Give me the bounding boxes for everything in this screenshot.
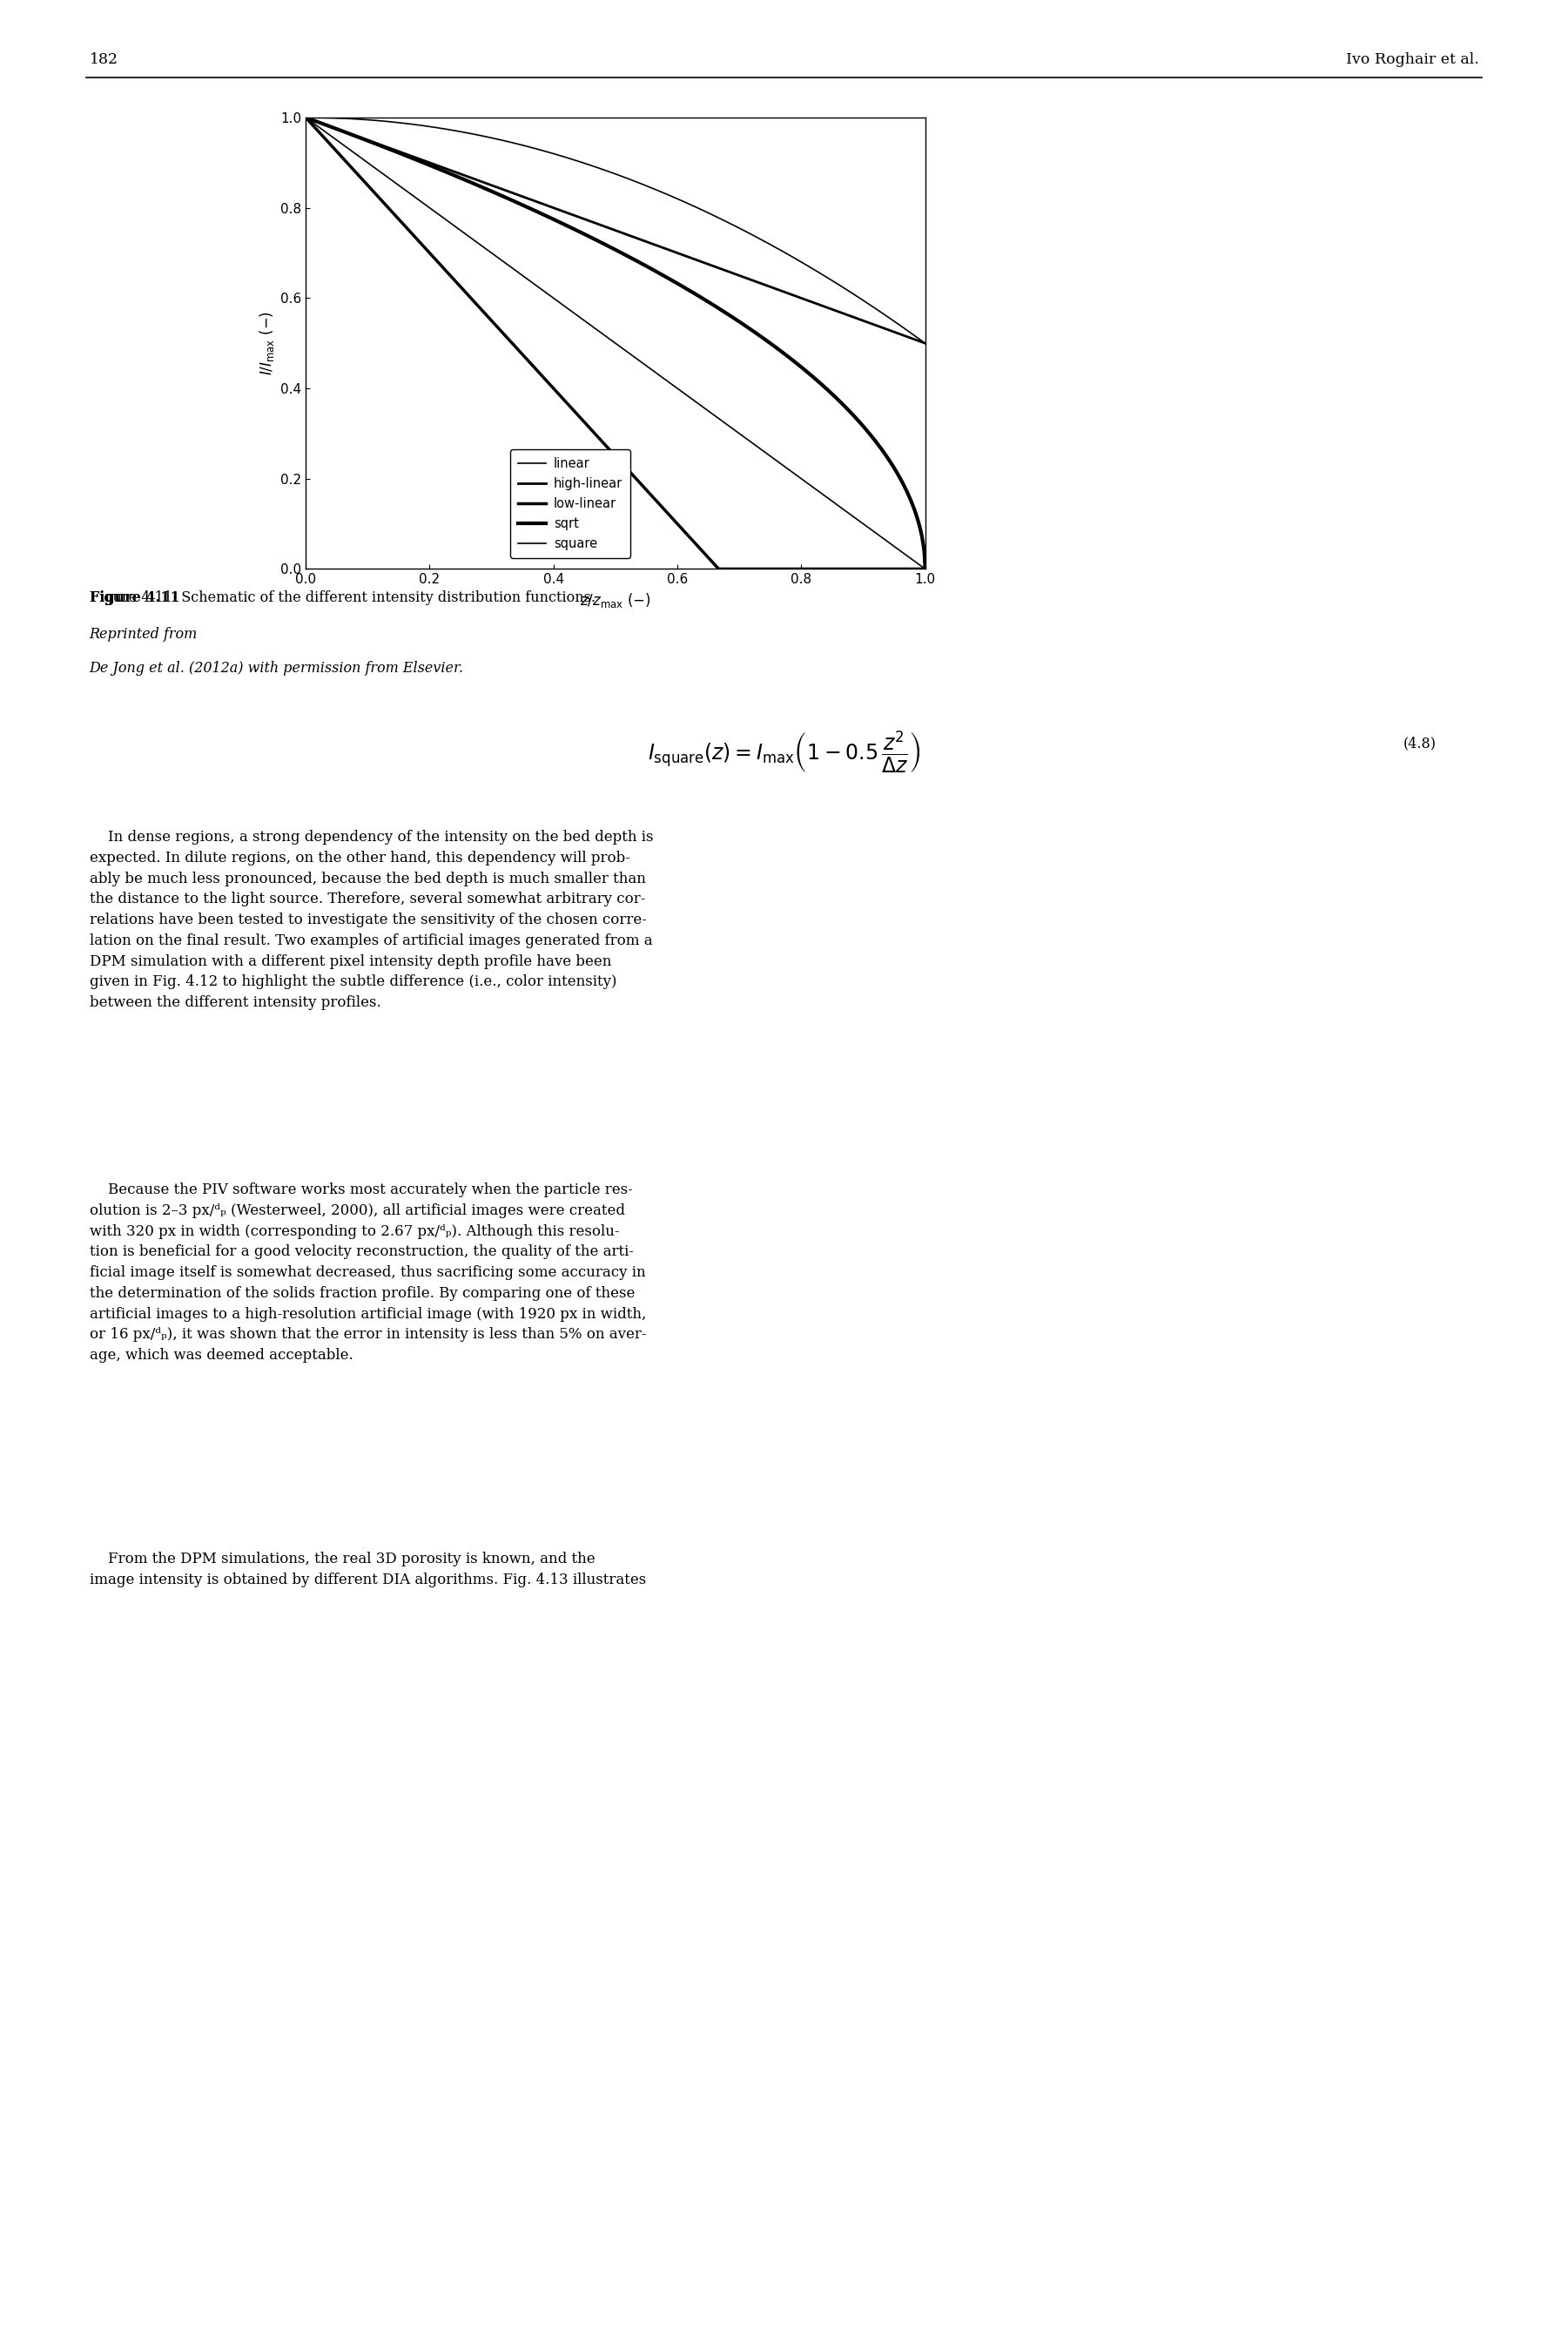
Text: (4.8): (4.8): [1403, 736, 1436, 750]
Text: Figure 4.11  Schematic of the different intensity distribution functions.: Figure 4.11 Schematic of the different i…: [89, 590, 599, 604]
Text: In dense regions, a strong dependency of the intensity on the bed depth is
expec: In dense regions, a strong dependency of…: [89, 830, 654, 1011]
Legend: linear, high-linear, low-linear, sqrt, square: linear, high-linear, low-linear, sqrt, s…: [510, 449, 630, 557]
Text: From the DPM simulations, the real 3D porosity is known, and the
image intensity: From the DPM simulations, the real 3D po…: [89, 1552, 646, 1587]
Text: Reprinted from: Reprinted from: [89, 628, 198, 642]
X-axis label: $z/z_{\mathrm{max}}$ $(\mathrm{-})$: $z/z_{\mathrm{max}}$ $(\mathrm{-})$: [580, 590, 651, 609]
Text: Ivo Roghair et al.: Ivo Roghair et al.: [1345, 52, 1479, 66]
Text: 182: 182: [89, 52, 118, 66]
Y-axis label: $I/I_{\mathrm{max}}$ $(\mathrm{-})$: $I/I_{\mathrm{max}}$ $(\mathrm{-})$: [257, 310, 276, 376]
Text: Figure 4.11: Figure 4.11: [89, 590, 180, 604]
Text: De Jong et al. (2012a) with permission from Elsevier.: De Jong et al. (2012a) with permission f…: [89, 661, 464, 675]
Text: $I_{\mathrm{square}}(z) = I_{\mathrm{max}}\left(1 - 0.5\,\dfrac{z^2}{\Delta z}\r: $I_{\mathrm{square}}(z) = I_{\mathrm{max…: [648, 729, 920, 773]
Text: Because the PIV software works most accurately when the particle res-
olution is: Because the PIV software works most accu…: [89, 1183, 646, 1364]
